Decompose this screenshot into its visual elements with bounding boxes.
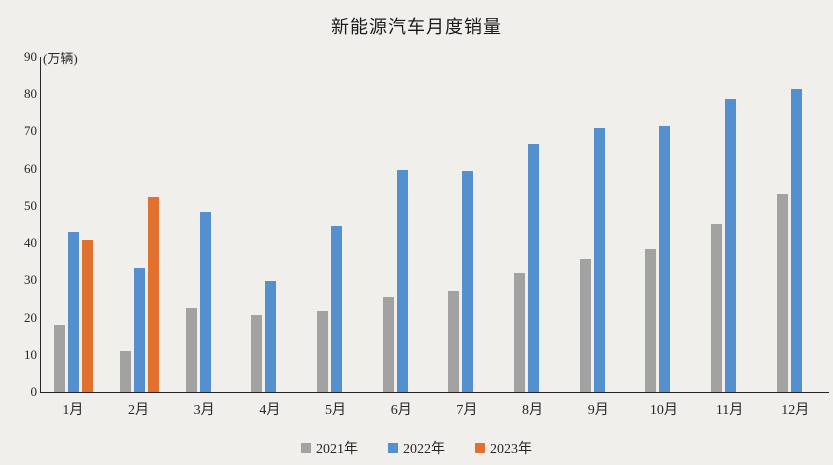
bar-group-10月 xyxy=(632,57,698,392)
y-tick-label: 80 xyxy=(24,86,37,102)
bar-group-5月 xyxy=(304,57,370,392)
legend-swatch-icon xyxy=(388,443,398,453)
bar-2021年-3月 xyxy=(185,308,197,392)
bar-2022年-7月 xyxy=(462,171,474,392)
plot-area: 0 10 20 30 40 50 60 70 80 90 xyxy=(24,49,829,399)
bar-2021年-1月 xyxy=(54,325,66,392)
y-axis-unit-label: (万辆) xyxy=(43,51,78,66)
bar-group-8月 xyxy=(501,57,567,392)
bar-2021年-4月 xyxy=(251,315,263,392)
legend-swatch-icon xyxy=(301,443,311,453)
y-tick-label: 90 xyxy=(24,49,37,64)
legend-label: 2022年 xyxy=(403,442,445,457)
bar-2023年-2月 xyxy=(148,197,159,392)
x-axis-label: 2月 xyxy=(128,403,149,418)
x-axis-label: 3月 xyxy=(193,403,215,418)
x-axis-label: 8月 xyxy=(522,403,544,418)
bar-2022年-1月 xyxy=(68,232,80,392)
bar-group-12月 xyxy=(763,57,829,392)
y-tick-label: 20 xyxy=(24,309,37,325)
x-axis-label: 4月 xyxy=(259,403,281,418)
bar-2021年-7月 xyxy=(448,291,460,392)
bar-group-7月 xyxy=(435,57,501,392)
bar-2021年-12月 xyxy=(776,194,788,392)
bar-group-3月 xyxy=(172,57,238,392)
bar-2022年-5月 xyxy=(331,226,343,392)
x-axis-label: 6月 xyxy=(390,403,412,418)
bar-2022年-11月 xyxy=(725,99,737,392)
x-axis-label: 1月 xyxy=(62,403,84,418)
x-axis-labels: 1月 2月 3月 4月 5月 6月 7月 8月 9月 10月 11月 12月 xyxy=(40,399,828,419)
legend: 2021年 2022年 2023年 xyxy=(0,438,833,458)
chart-title: 新能源汽车月度销量 xyxy=(331,17,502,37)
bar-2022年-9月 xyxy=(593,128,605,392)
x-axis-label: 9月 xyxy=(587,403,609,418)
bar-2022年-4月 xyxy=(265,281,277,392)
bar-2022年-8月 xyxy=(528,144,540,392)
bar-2022年-12月 xyxy=(790,89,802,392)
bar-2021年-8月 xyxy=(514,273,526,392)
y-tick-label: 0 xyxy=(30,384,38,399)
legend-item-2022年: 2022年 xyxy=(388,438,445,458)
x-axis-label: 5月 xyxy=(325,403,347,418)
bar-2021年-11月 xyxy=(711,224,723,392)
y-tick-label: 50 xyxy=(24,197,37,213)
y-tick-label: 40 xyxy=(24,235,37,251)
legend-item-2023年: 2023年 xyxy=(475,438,532,458)
bar-group-4月 xyxy=(238,57,304,392)
bar-2021年-2月 xyxy=(120,351,131,392)
bar-2022年-10月 xyxy=(659,126,671,392)
bar-2023年-1月 xyxy=(82,240,94,392)
x-axis-label: 10月 xyxy=(649,403,678,418)
x-axis-label: 7月 xyxy=(456,403,478,418)
y-tick-label: 70 xyxy=(24,123,37,139)
bar-group-9月 xyxy=(566,57,632,392)
bar-2022年-3月 xyxy=(199,212,211,392)
bar-2022年-6月 xyxy=(396,170,408,392)
x-axis-label: 11月 xyxy=(715,403,744,418)
legend-label: 2021年 xyxy=(316,442,358,457)
bar-2021年-10月 xyxy=(645,249,657,392)
bar-2022年-2月 xyxy=(134,268,145,392)
y-tick-label: 30 xyxy=(24,272,37,288)
bar-2021年-5月 xyxy=(317,311,329,392)
x-axis-label: 12月 xyxy=(781,403,810,418)
bar-group-2月 xyxy=(107,57,173,392)
bar-2021年-6月 xyxy=(382,297,394,392)
legend-swatch-icon xyxy=(475,443,485,453)
y-tick-label: 60 xyxy=(24,160,37,176)
bar-group-6月 xyxy=(369,57,435,392)
legend-item-2021年: 2021年 xyxy=(301,438,358,458)
y-tick-label: 10 xyxy=(24,346,37,362)
bar-group-1月 xyxy=(41,57,107,392)
legend-label: 2023年 xyxy=(490,442,532,457)
bar-2021年-9月 xyxy=(579,259,591,392)
bar-groups xyxy=(41,57,829,392)
bar-group-11月 xyxy=(698,57,764,392)
